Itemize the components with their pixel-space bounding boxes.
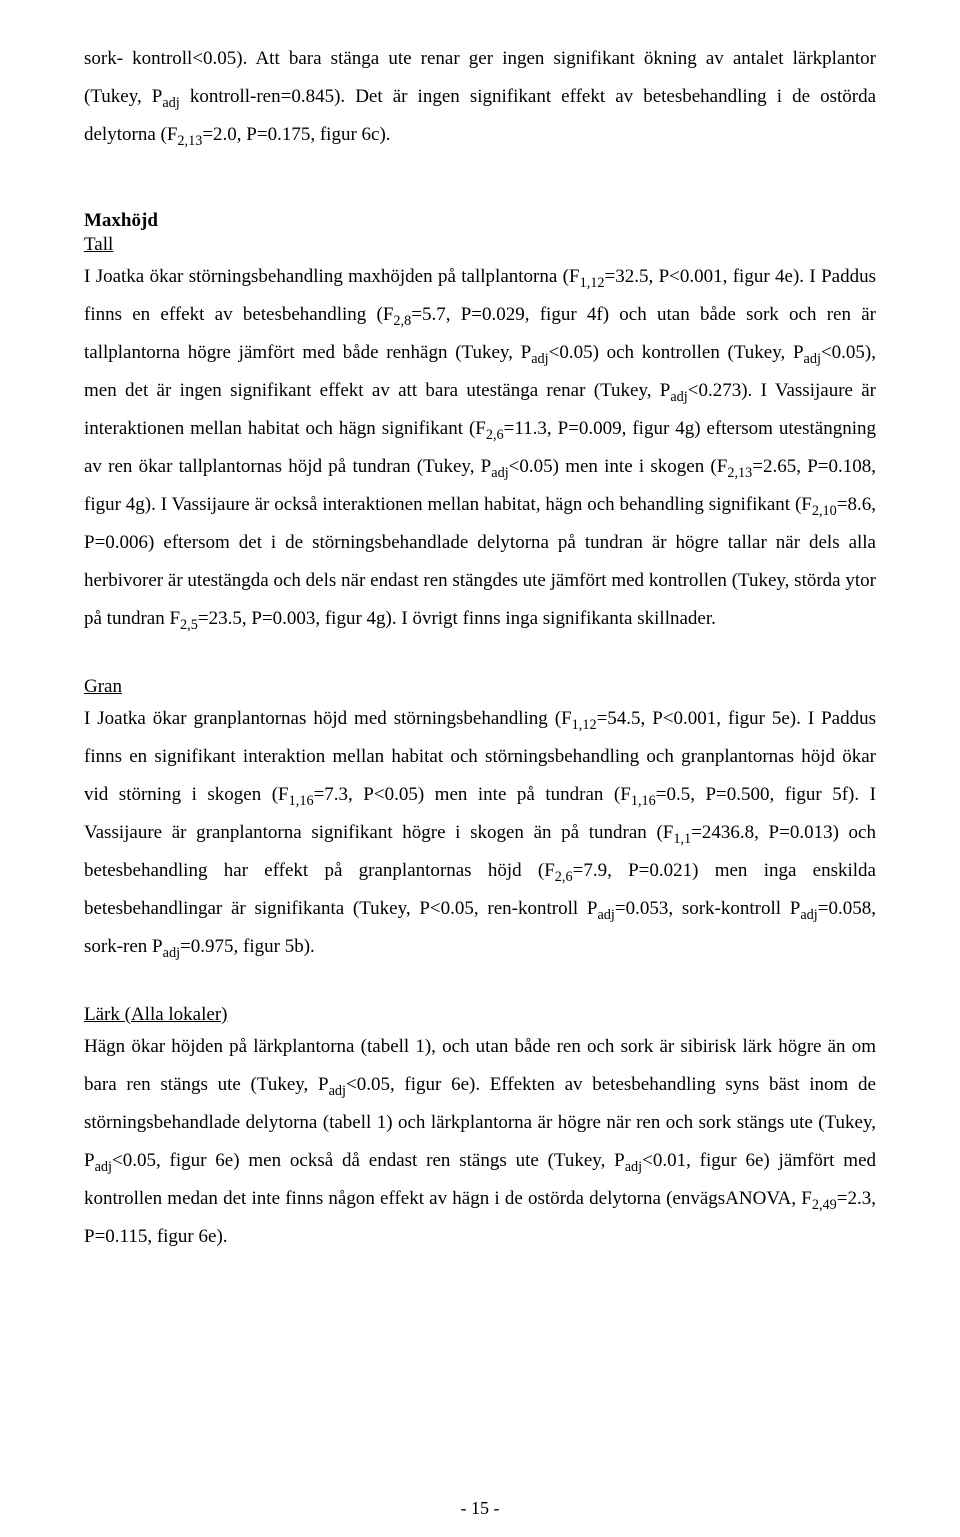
text: =7.3, P<0.05) men inte på tundran (F — [314, 784, 631, 805]
page-number: - 15 - — [0, 1498, 960, 1519]
subscript: adj — [163, 945, 180, 961]
spacer — [84, 652, 876, 674]
paragraph-3: I Joatka ökar granplantornas höjd med st… — [84, 700, 876, 966]
subscript: 2,49 — [812, 1197, 837, 1213]
subscript: 1,12 — [580, 275, 605, 291]
subscript: 2,8 — [393, 313, 411, 329]
text: =2.0, P=0.175, figur 6c). — [202, 124, 390, 145]
subscript: 1,16 — [289, 793, 314, 809]
subscript: 1,1 — [673, 831, 691, 847]
subscript: 2,5 — [180, 617, 198, 633]
subscript: 2,13 — [727, 465, 752, 481]
subheading-lark: Lärk (Alla lokaler) — [84, 1004, 876, 1026]
document-page: sork- kontroll<0.05). Att bara stänga ut… — [0, 0, 960, 1537]
subscript: adj — [329, 1083, 346, 1099]
subscript: adj — [95, 1159, 112, 1175]
text: <0.05) och kontrollen (Tukey, P — [549, 342, 804, 363]
subheading-gran: Gran — [84, 676, 876, 698]
subscript: adj — [804, 351, 821, 367]
text: I Joatka ökar störningsbehandling maxhöj… — [84, 266, 580, 287]
heading-maxhojd: Maxhöjd — [84, 210, 876, 232]
subscript: 2,13 — [177, 133, 202, 149]
paragraph-2: I Joatka ökar störningsbehandling maxhöj… — [84, 258, 876, 638]
subscript: adj — [162, 95, 179, 111]
paragraph-1: sork- kontroll<0.05). Att bara stänga ut… — [84, 40, 876, 154]
subscript: 2,6 — [486, 427, 504, 443]
text: =0.053, sork-kontroll P — [615, 898, 800, 919]
subscript: adj — [597, 907, 614, 923]
text: =0.975, figur 5b). — [180, 936, 315, 957]
subscript: adj — [625, 1159, 642, 1175]
text: <0.05, figur 6e) men också då endast ren… — [112, 1150, 625, 1171]
subscript: 2,10 — [812, 503, 837, 519]
text: I Joatka ökar granplantornas höjd med st… — [84, 708, 572, 729]
paragraph-4: Hägn ökar höjden på lärkplantorna (tabel… — [84, 1028, 876, 1256]
subscript: adj — [670, 389, 687, 405]
subscript: 1,12 — [572, 717, 597, 733]
text: <0.05) men inte i skogen (F — [509, 456, 728, 477]
subscript: 2,6 — [555, 869, 573, 885]
subscript: adj — [491, 465, 508, 481]
text: =23.5, P=0.003, figur 4g). I övrigt finn… — [198, 608, 716, 629]
subheading-tall: Tall — [84, 234, 876, 256]
spacer — [84, 168, 876, 190]
spacer — [84, 980, 876, 1002]
subscript: adj — [531, 351, 548, 367]
subscript: adj — [800, 907, 817, 923]
subscript: 1,16 — [631, 793, 656, 809]
